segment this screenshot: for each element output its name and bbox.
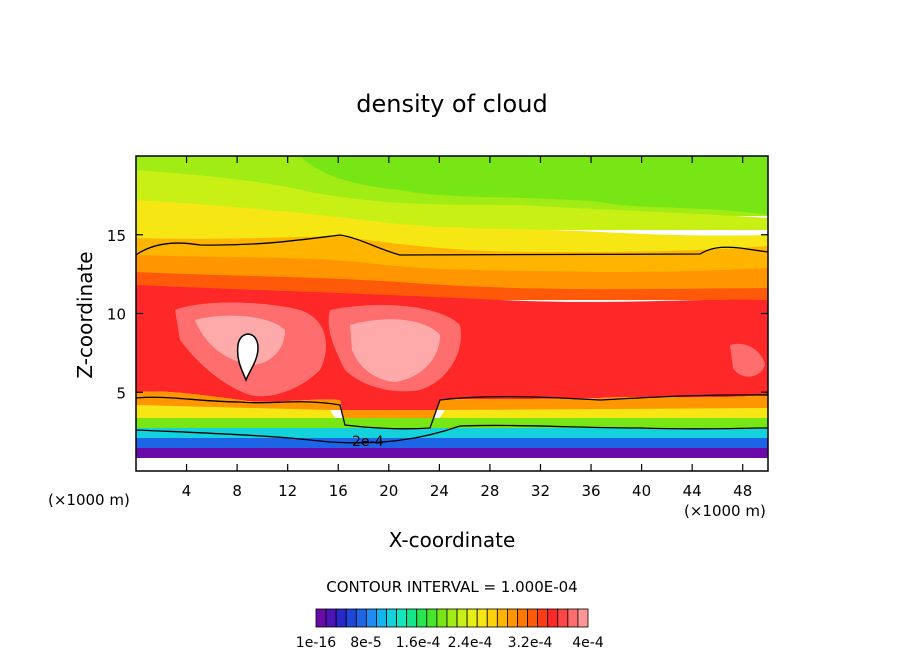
x-tick-label: 8 (232, 482, 242, 500)
band-pink-right (730, 343, 765, 377)
colorbar-swatch (315, 608, 327, 628)
colorbar-swatch (577, 608, 589, 628)
y-axis: 5 10 15 (107, 227, 768, 402)
x-tick-label: 48 (733, 482, 752, 500)
chart-title: density of cloud (356, 90, 547, 118)
colorbar-swatch (335, 608, 347, 628)
colorbar-swatch (436, 608, 448, 628)
x-tick-label: 44 (683, 482, 702, 500)
x-tick-label: 4 (182, 482, 192, 500)
colorbar-swatch (456, 608, 468, 628)
colorbar-tick-label: 1.6e-4 (396, 635, 441, 651)
contour-label: 2e-4 (352, 434, 384, 450)
colorbar-swatch (476, 608, 488, 628)
colorbar-swatch (486, 608, 498, 628)
colorbar-swatch (345, 608, 357, 628)
colorbar-tick-label: 4e-4 (572, 635, 604, 651)
y-tick-label: 5 (116, 384, 126, 402)
colorbar-swatch (386, 608, 397, 628)
colorbar-swatch (537, 608, 549, 628)
x-tick-label: 28 (480, 482, 499, 500)
y-axis-title: Z-coordinate (73, 251, 97, 378)
colorbar-swatch (527, 608, 539, 628)
band-light-pink-center (350, 319, 440, 382)
contour-middle (136, 394, 768, 430)
colorbar-labels: 1e-16 8e-5 1.6e-4 2.4e-4 3.2e-4 4e-4 (296, 635, 604, 651)
x-axis: 4 8 12 16 20 24 28 32 36 40 44 48 (182, 156, 752, 500)
x-tick-label: 36 (581, 482, 600, 500)
contour-interval-text: CONTOUR INTERVAL = 1.000E-04 (326, 578, 577, 596)
colorbar-swatch (517, 608, 528, 628)
colorbar-swatch (567, 608, 579, 628)
colorbar-swatch (426, 608, 438, 628)
x-tick-label: 12 (278, 482, 297, 500)
colorbar-swatch (325, 608, 337, 628)
x-tick-label: 16 (329, 482, 348, 500)
x-unit-label-left: (×1000 m) (48, 491, 130, 509)
colorbar (315, 608, 589, 628)
x-axis-title: X-coordinate (389, 528, 516, 552)
x-unit-label-right: (×1000 m) (684, 502, 766, 520)
contour-upper (136, 234, 768, 256)
plot-bottom-white (136, 458, 768, 471)
colorbar-swatch (557, 608, 569, 628)
y-tick-label: 10 (107, 306, 126, 324)
colorbar-swatch (446, 608, 458, 628)
cloud-free-blob (236, 333, 259, 383)
colorbar-tick-label: 8e-5 (350, 635, 381, 651)
colorbar-swatch (416, 608, 428, 628)
colorbar-swatch (507, 608, 518, 628)
colorbar-tick-label: 1e-16 (296, 635, 336, 651)
colorbar-swatch (376, 608, 387, 628)
colorbar-swatch (396, 608, 408, 628)
colorbar-swatch (365, 608, 377, 628)
colorbar-swatch (547, 608, 559, 628)
colorbar-swatch (496, 608, 508, 628)
colorbar-tick-label: 2.4e-4 (448, 635, 493, 651)
x-tick-label: 20 (379, 482, 398, 500)
x-tick-label: 32 (531, 482, 550, 500)
colorbar-swatch (355, 608, 367, 628)
colorbar-swatch (406, 608, 418, 628)
contour-lower (136, 424, 768, 444)
band-lower-purple (136, 448, 768, 460)
x-tick-label: 40 (632, 482, 651, 500)
band-upper-bright-green (300, 156, 768, 215)
colorbar-swatch (466, 608, 478, 628)
x-tick-label: 24 (430, 482, 449, 500)
colorbar-tick-label: 3.2e-4 (508, 635, 553, 651)
y-tick-label: 15 (107, 227, 126, 245)
plot-area (136, 156, 768, 471)
